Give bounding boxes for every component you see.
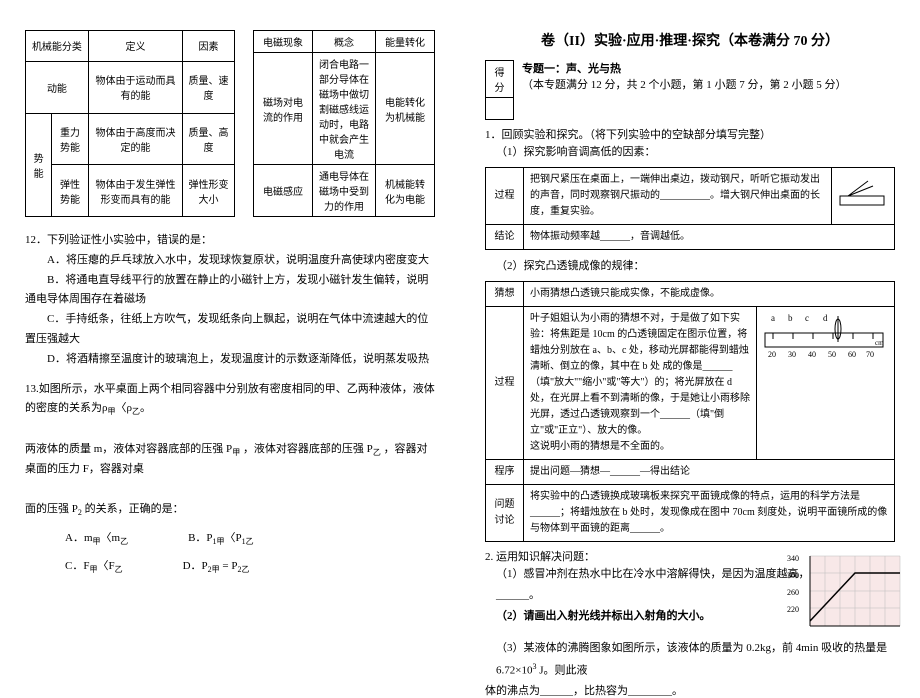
exp2-table: 猜想 小雨猜想凸透镜只能成实像，不能成虚像。 过程 叶子姐姐认为小雨的猜想不对，…	[485, 281, 895, 542]
q13: 13.如图所示，水平桌面上两个相同容器中分别放有密度相同的甲、乙两种液体，液体的…	[25, 380, 435, 578]
exp1-concl: 物体振动频率越______，音调越低。	[524, 224, 895, 249]
t2-h2: 概念	[312, 31, 375, 53]
t2-r2c1: 电磁感应	[253, 165, 312, 217]
q13-optC: C．F甲〈F乙	[65, 557, 123, 578]
q13-s2: 两液体的质量 m，液体对容器底部的压强 P	[25, 443, 232, 455]
topic1-sub: （本专题满分 12 分，共 2 个小题，第 1 小题 7 分，第 2 小题 5 …	[522, 76, 847, 92]
svg-text:20: 20	[768, 350, 776, 359]
svg-text:50: 50	[828, 350, 836, 359]
t1-r2c2: 物体由于高度而决定的能	[88, 113, 182, 165]
q13-optB: B．P1甲〈P1乙	[188, 529, 254, 550]
q12-d: D．将酒精擦至温度计的玻璃泡上，发现温度计的示数逐渐降低，说明蒸发吸热	[25, 350, 435, 370]
svg-text:60: 60	[848, 350, 856, 359]
q12-a: A．将压瘪的乒乓球放入水中，发现球恢复原状，说明温度升高使球内密度变大	[25, 251, 435, 271]
q12-stem: 12．下列验证性小实验中，错误的是：	[25, 231, 435, 251]
tables-row: 机械能分类 定义 因素 动能 物体由于运动而具有的能 质量、速度 势能 重力势能…	[25, 30, 435, 217]
score-table: 得分	[485, 60, 514, 120]
topic-block: 专题一：声、光与热 （本专题满分 12 分，共 2 个小题，第 1 小题 7 分…	[522, 60, 847, 92]
boiling-chart: 340 300 260 220	[785, 551, 905, 641]
q13-optA: A．m甲〈m乙	[65, 529, 128, 550]
q2-3: （3）某液体的沸腾图象如图所示，该液体的质量为 0.2kg，前 4min 吸收的…	[496, 638, 895, 681]
exp2-disc-lbl: 问题讨论	[486, 484, 524, 541]
t1-r1c3: 质量、速度	[183, 61, 235, 113]
em-table: 电磁现象 概念 能量转化 磁场对电流的作用 闭合电路一部分导体在磁场中做切割磁感…	[253, 30, 435, 217]
score-label: 得分	[486, 61, 514, 98]
exp1-proc-lbl: 过程	[486, 167, 524, 224]
t2-r2c3: 机械能转化为电能	[375, 165, 434, 217]
q1-2: （2）探究凸透镜成像的规律：	[496, 256, 895, 277]
exp1-proc-text: 把钢尺紧压在桌面上，一端伸出桌边，拨动钢尺，听听它振动发出的声音，同时观察钢尺振…	[530, 174, 820, 217]
q13-s3: ，液体对容器底部的压强 P	[243, 443, 373, 455]
q13-opts-row1: A．m甲〈m乙 B．P1甲〈P1乙	[65, 529, 435, 550]
svg-text:220: 220	[787, 605, 799, 614]
t2-r1c3: 电能转化为机械能	[375, 53, 434, 165]
q13-opts-row2: C．F甲〈F乙 D．P2甲 = P2乙	[65, 557, 435, 578]
mechanical-energy-table: 机械能分类 定义 因素 动能 物体由于运动而具有的能 质量、速度 势能 重力势能…	[25, 30, 235, 217]
q13-sub2: 乙	[132, 408, 140, 417]
exp2-guess-lbl: 猜想	[486, 281, 524, 306]
exp2-proc: 叶子姐姐认为小雨的猜想不对，于是做了如下实验：将焦距是 10cm 的凸透镜固定在…	[524, 306, 757, 459]
exp1-proc: 把钢尺紧压在桌面上，一端伸出桌边，拨动钢尺，听听它振动发出的声音，同时观察钢尺振…	[524, 167, 832, 224]
t1-r1c2: 物体由于运动而具有的能	[88, 61, 182, 113]
q13-sub1: 甲	[108, 408, 116, 417]
lbl-a: a	[771, 313, 775, 323]
svg-text:40: 40	[808, 350, 816, 359]
q13-s6: 的关系，正确的是：	[85, 503, 184, 515]
ruler-cell: a b c d 20 30 40 50 60 70 cm	[757, 306, 895, 459]
q13-s1: 13.如图所示，水平桌面上两个相同容器中分别放有密度相同的甲、乙两种液体，液体的…	[25, 383, 435, 415]
svg-text:260: 260	[787, 588, 799, 597]
paper-title: 卷（II）实验·应用·推理·探究（本卷满分 70 分）	[485, 30, 895, 50]
t1-h3: 因素	[183, 31, 235, 62]
exp1-table: 过程 把钢尺紧压在桌面上，一端伸出桌边，拨动钢尺，听听它振动发出的声音，同时观察…	[485, 167, 895, 250]
score-box: 得分 专题一：声、光与热 （本专题满分 12 分，共 2 个小题，第 1 小题 …	[485, 60, 895, 120]
t2-r1c1: 磁场对电流的作用	[253, 53, 312, 165]
ruler-icon	[838, 178, 888, 208]
q2-3b: J。则此液	[539, 665, 587, 677]
lbl-c: c	[805, 313, 809, 323]
q2-3c: 体的沸点为______，比热容为________。	[485, 682, 895, 698]
exp2-disc: 将实验中的凸透镜换成玻璃板来探究平面镜成像的特点，运用的科学方法是______；…	[524, 484, 895, 541]
svg-text:340: 340	[787, 554, 799, 563]
svg-text:70: 70	[866, 350, 874, 359]
t1-r1c1: 动能	[26, 61, 89, 113]
q13-optD: D．P2甲 = P2乙	[183, 557, 250, 578]
svg-text:30: 30	[788, 350, 796, 359]
svg-text:300: 300	[787, 571, 799, 580]
q12: 12．下列验证性小实验中，错误的是： A．将压瘪的乒乓球放入水中，发现球恢复原状…	[25, 231, 435, 370]
q1-stem: 1．回顾实验和探究。（将下列实验中的空缺部分填写完整）	[485, 126, 895, 142]
t1-r2c3: 质量、高度	[183, 113, 235, 165]
t1-r3c2: 物体由于发生弹性形变而具有的能	[88, 165, 182, 217]
t1-r2c1: 重力势能	[52, 113, 89, 165]
exp1-concl-lbl: 结论	[486, 224, 524, 249]
exp2-order: 提出问题—猜想—______—得出结论	[524, 459, 895, 484]
t2-h3: 能量转化	[375, 31, 434, 53]
exp2-order-lbl: 程序	[486, 459, 524, 484]
score-blank	[486, 98, 514, 120]
optical-ruler: a b c d 20 30 40 50 60 70 cm	[763, 311, 888, 361]
right-page: 卷（II）实验·应用·推理·探究（本卷满分 70 分） 得分 专题一：声、光与热…	[460, 0, 920, 651]
q12-b: B．将通电直导线平行的放置在静止的小磁针上方，发现小磁针发生偏转，说明通电导体周…	[25, 271, 435, 311]
lbl-d: d	[823, 313, 828, 323]
t1-r3c1: 弹性势能	[52, 165, 89, 217]
t2-r1c2: 闭合电路一部分导体在磁场中做切割磁感线运动时，电路中就会产生电流	[312, 53, 375, 165]
t2-h1: 电磁现象	[253, 31, 312, 53]
exp2-guess: 小雨猜想凸透镜只能成实像，不能成虚像。	[524, 281, 895, 306]
q12-c: C．手持纸条，往纸上方吹气，发现纸条向上飘起，说明在气体中流速越大的位置压强越大	[25, 310, 435, 350]
t2-r2c2: 通电导体在磁场中受到力的作用	[312, 165, 375, 217]
lbl-b: b	[788, 313, 793, 323]
t1-h2: 定义	[88, 31, 182, 62]
topic1: 专题一：声、光与热	[522, 60, 847, 76]
svg-text:cm: cm	[875, 339, 884, 347]
q1-1: （1）探究影响音调高低的因素：	[496, 142, 895, 163]
t1-r3c3: 弹性形变大小	[183, 165, 235, 217]
t1-h1: 机械能分类	[26, 31, 89, 62]
t1-merge: 势能	[26, 113, 52, 217]
left-page: 机械能分类 定义 因素 动能 物体由于运动而具有的能 质量、速度 势能 重力势能…	[0, 0, 460, 651]
q13-s5: 面的压强 P	[25, 503, 78, 515]
exp2-proc-lbl: 过程	[486, 306, 524, 459]
ruler-icon-cell	[832, 167, 895, 224]
